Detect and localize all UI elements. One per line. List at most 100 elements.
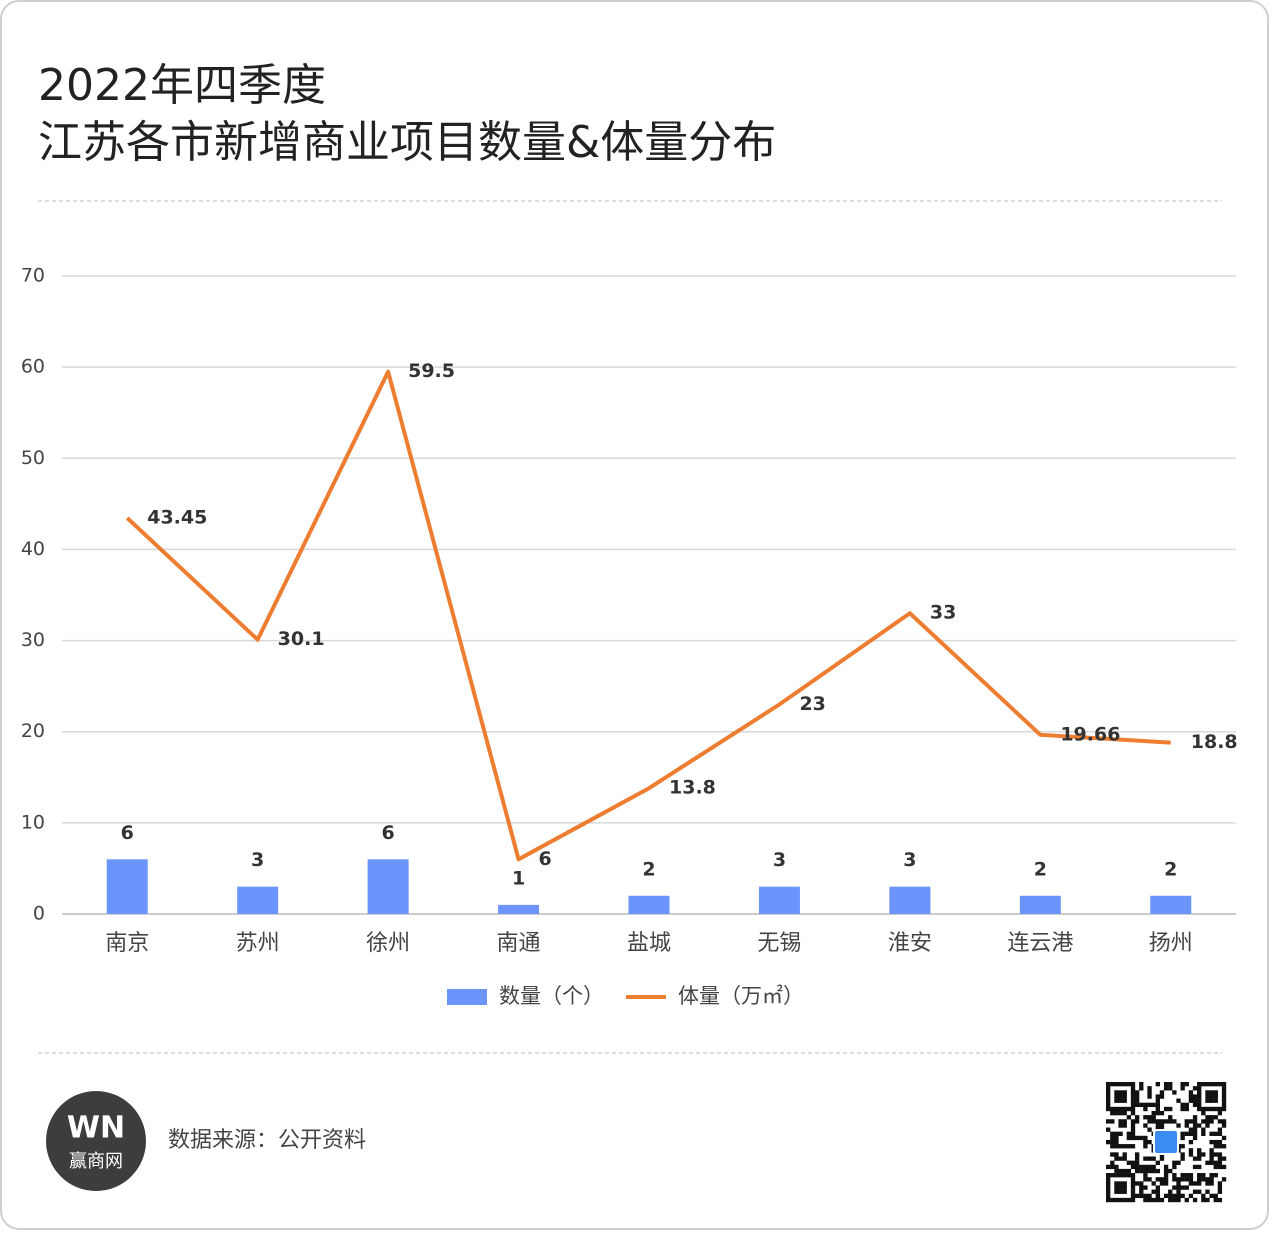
qr-module bbox=[1176, 1177, 1181, 1182]
qr-module bbox=[1197, 1181, 1202, 1186]
qr-module bbox=[1188, 1094, 1194, 1099]
qr-module bbox=[1205, 1082, 1210, 1087]
qr-module bbox=[1205, 1115, 1210, 1120]
bar-value-label: 3 bbox=[903, 849, 916, 871]
qr-module bbox=[1134, 1193, 1140, 1199]
qr-module bbox=[1130, 1102, 1136, 1108]
qr-module bbox=[1114, 1181, 1119, 1186]
qr-module bbox=[1180, 1131, 1185, 1136]
qr-module bbox=[1217, 1181, 1223, 1186]
qr-module bbox=[1213, 1094, 1218, 1099]
bar bbox=[889, 886, 931, 914]
x-tick-label: 扬州 bbox=[1149, 931, 1193, 956]
qr-module bbox=[1209, 1173, 1214, 1178]
qr-module bbox=[1134, 1181, 1140, 1186]
qr-module bbox=[1192, 1115, 1198, 1120]
qr-module bbox=[1172, 1160, 1177, 1165]
qr-module bbox=[1168, 1168, 1173, 1174]
qr-module bbox=[1122, 1106, 1127, 1112]
qr-module bbox=[1217, 1185, 1223, 1190]
qr-module bbox=[1217, 1152, 1223, 1157]
qr-module bbox=[1209, 1139, 1214, 1145]
qr-module bbox=[1114, 1139, 1119, 1145]
y-tick-label: 30 bbox=[21, 629, 45, 651]
qr-module bbox=[1168, 1115, 1173, 1120]
y-tick-label: 70 bbox=[21, 265, 45, 287]
qr-module bbox=[1163, 1086, 1169, 1091]
qr-module bbox=[1143, 1123, 1148, 1128]
qr-module bbox=[1147, 1094, 1152, 1099]
qr-module bbox=[1205, 1119, 1210, 1124]
qr-module bbox=[1213, 1115, 1218, 1120]
qr-module bbox=[1188, 1139, 1194, 1145]
qr-module bbox=[1118, 1123, 1123, 1128]
qr-module bbox=[1147, 1177, 1152, 1182]
qr-module bbox=[1155, 1082, 1160, 1087]
qr-module bbox=[1172, 1185, 1177, 1190]
bar-value-label: 3 bbox=[251, 849, 264, 871]
qr-module bbox=[1192, 1102, 1198, 1108]
qr-module bbox=[1188, 1127, 1194, 1132]
qr-module bbox=[1217, 1197, 1223, 1203]
qr-module bbox=[1114, 1110, 1119, 1116]
qr-module bbox=[1205, 1094, 1210, 1099]
qr-module bbox=[1130, 1144, 1136, 1149]
qr-module bbox=[1213, 1082, 1218, 1087]
qr-module bbox=[1106, 1197, 1111, 1203]
qr-module bbox=[1205, 1098, 1210, 1103]
qr-module bbox=[1130, 1181, 1136, 1186]
qr-module bbox=[1188, 1090, 1194, 1095]
qr-module bbox=[1110, 1197, 1115, 1203]
qr-module bbox=[1106, 1094, 1111, 1099]
qr-module bbox=[1106, 1102, 1111, 1108]
qr-module bbox=[1205, 1160, 1210, 1165]
qr-module bbox=[1122, 1090, 1127, 1095]
qr-module bbox=[1134, 1115, 1140, 1120]
qr-module bbox=[1163, 1181, 1169, 1186]
qr-module bbox=[1130, 1090, 1136, 1095]
qr-module bbox=[1106, 1189, 1111, 1194]
qr-module bbox=[1134, 1164, 1140, 1170]
qr-module bbox=[1180, 1102, 1185, 1108]
qr-module bbox=[1176, 1098, 1181, 1103]
qr-module bbox=[1118, 1173, 1123, 1178]
qr-module bbox=[1114, 1131, 1119, 1136]
qr-module bbox=[1118, 1131, 1123, 1136]
qr-module bbox=[1192, 1131, 1198, 1136]
qr-module bbox=[1172, 1090, 1177, 1095]
qr-module bbox=[1139, 1168, 1144, 1174]
qr-module bbox=[1114, 1156, 1119, 1161]
y-tick-label: 10 bbox=[21, 811, 45, 833]
qr-module bbox=[1205, 1177, 1210, 1182]
qr-module bbox=[1134, 1098, 1140, 1103]
qr-module bbox=[1143, 1144, 1148, 1149]
qr-module bbox=[1134, 1168, 1140, 1174]
qr-module bbox=[1213, 1197, 1218, 1203]
bar bbox=[237, 886, 279, 914]
qr-module bbox=[1213, 1173, 1218, 1178]
qr-module bbox=[1147, 1197, 1152, 1203]
qr-module bbox=[1159, 1123, 1165, 1128]
qr-module bbox=[1143, 1139, 1148, 1145]
qr-module bbox=[1168, 1197, 1173, 1203]
qr-module bbox=[1155, 1123, 1160, 1128]
qr-module bbox=[1180, 1135, 1185, 1141]
qr-module bbox=[1184, 1119, 1189, 1124]
qr-module bbox=[1168, 1106, 1173, 1112]
qr-module bbox=[1106, 1127, 1111, 1132]
qr-module bbox=[1147, 1115, 1152, 1120]
qr-module bbox=[1197, 1082, 1202, 1087]
qr-module bbox=[1118, 1110, 1123, 1116]
qr-module bbox=[1130, 1110, 1136, 1116]
line-value-label: 30.1 bbox=[278, 628, 325, 650]
qr-module bbox=[1155, 1094, 1160, 1099]
qr-module bbox=[1126, 1115, 1132, 1120]
qr-module bbox=[1197, 1152, 1202, 1157]
qr-module bbox=[1155, 1119, 1160, 1124]
qr-module bbox=[1106, 1181, 1111, 1186]
qr-module bbox=[1122, 1156, 1127, 1161]
qr-module bbox=[1197, 1173, 1202, 1178]
x-tick-label: 连云港 bbox=[1007, 931, 1073, 956]
qr-module bbox=[1209, 1098, 1214, 1103]
qr-module bbox=[1143, 1193, 1148, 1199]
